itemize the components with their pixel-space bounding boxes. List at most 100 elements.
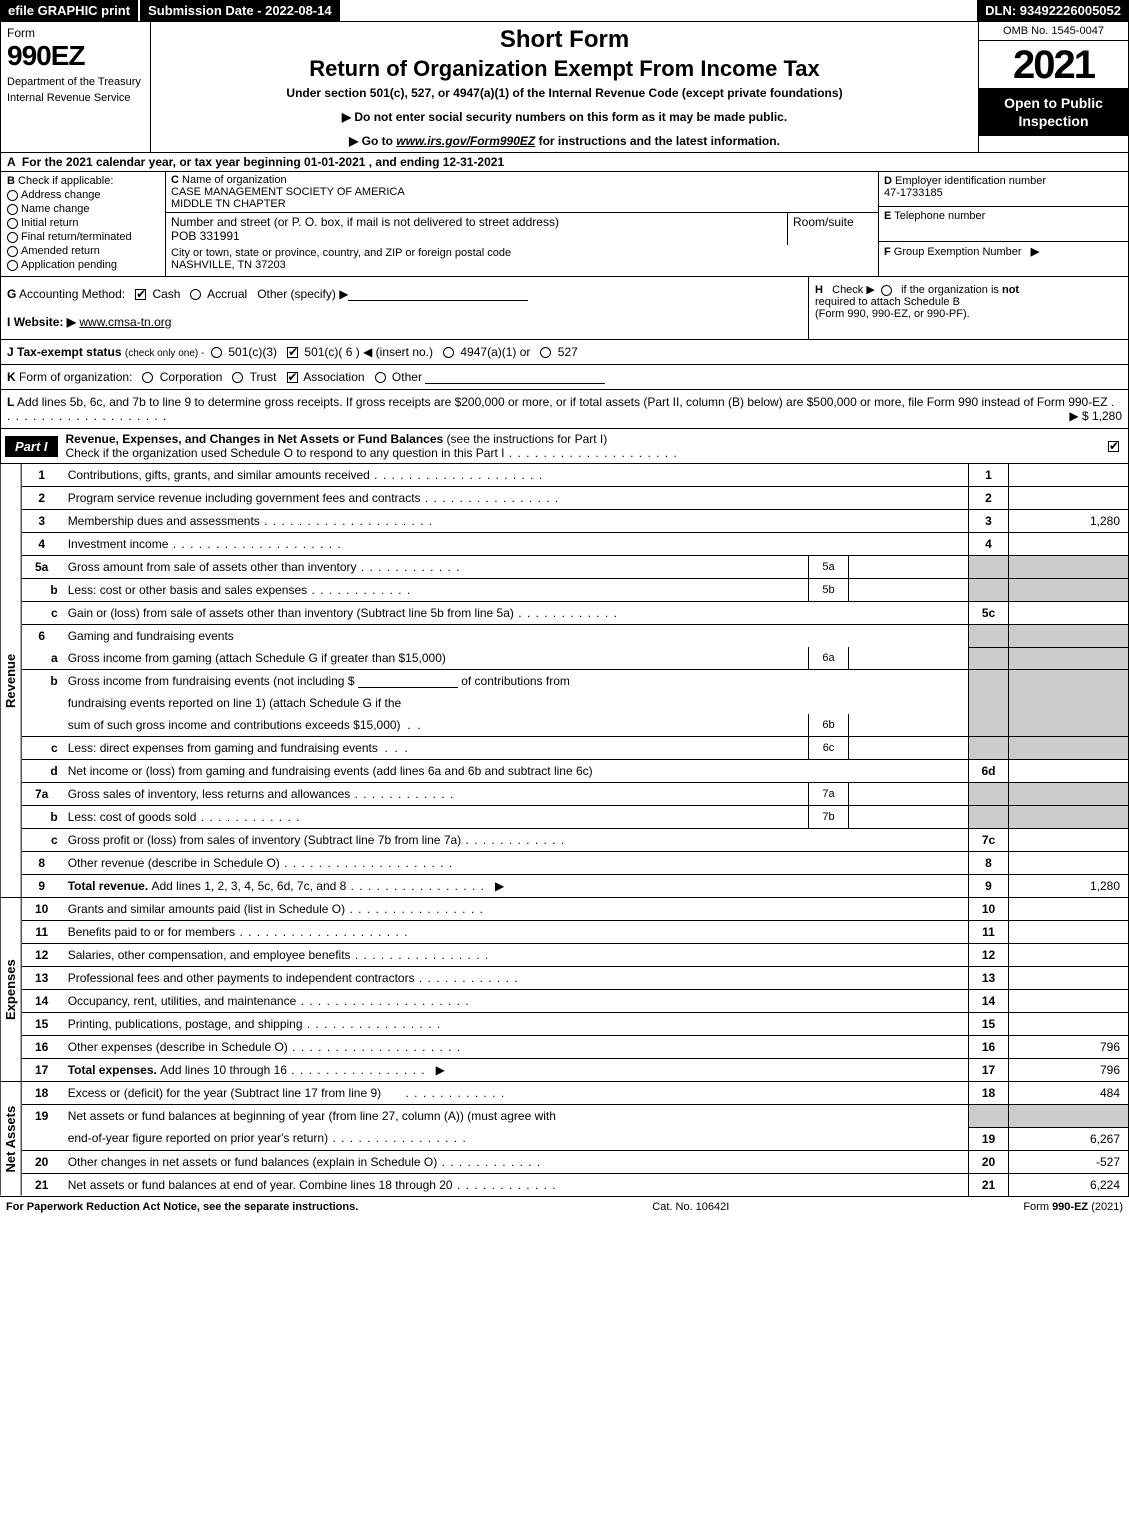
line-13-desc: Professional fees and other payments to … — [68, 971, 519, 985]
line-8-no: 8 — [22, 852, 62, 875]
line-9-amt: 1,280 — [1009, 875, 1129, 898]
line-11-col: 11 — [969, 921, 1009, 944]
line-7b-mc: 7b — [809, 806, 849, 829]
line-10-desc: Grants and similar amounts paid (list in… — [68, 902, 484, 916]
submission-date-btn[interactable]: Submission Date - 2022-08-14 — [140, 0, 342, 21]
chk-accrual[interactable] — [190, 289, 201, 300]
line-5a-mc: 5a — [809, 556, 849, 579]
chk-association[interactable] — [287, 372, 298, 383]
lbl-address-change: Address change — [21, 189, 101, 201]
label-d: D — [884, 175, 892, 187]
line-17-desc: Total expenses. — [68, 1063, 160, 1077]
line-7c-amt — [1009, 829, 1129, 852]
other-specify-line — [348, 287, 528, 301]
line-7a-mv — [849, 783, 969, 806]
lbl-cash: Cash — [152, 287, 180, 301]
line-19-amt: 6,267 — [1009, 1127, 1129, 1150]
h-not: not — [1002, 284, 1019, 296]
line-6c-desc: Less: direct expenses from gaming and fu… — [68, 741, 378, 755]
label-f: F — [884, 246, 891, 258]
bullet-ssn: ▶ Do not enter social security numbers o… — [157, 110, 972, 124]
chk-527[interactable] — [540, 347, 551, 358]
line-5c-no: c — [22, 602, 62, 625]
line-5a-desc: Gross amount from sale of assets other t… — [68, 560, 461, 574]
line-6b-d1: Gross income from fundraising events (no… — [68, 674, 355, 688]
section-net-assets: Net Assets 18 Excess or (deficit) for th… — [0, 1082, 1129, 1197]
vlabel-expenses: Expenses — [0, 898, 22, 1081]
chk-final-return[interactable] — [7, 232, 18, 243]
chk-trust[interactable] — [232, 372, 243, 383]
line-5a-amt — [1009, 556, 1129, 579]
l-amount: ▶ $ 1,280 — [1069, 409, 1122, 423]
f-arrow: ▶ — [1031, 246, 1039, 258]
header-center: Short Form Return of Organization Exempt… — [151, 22, 978, 152]
line-18-desc: Excess or (deficit) for the year (Subtra… — [68, 1086, 381, 1100]
label-c: C — [171, 174, 179, 186]
line-6-desc: Gaming and fundraising events — [62, 625, 969, 648]
block-b-through-f: B Check if applicable: Address change Na… — [0, 172, 1129, 277]
room-lbl: Room/suite — [793, 215, 854, 229]
chk-initial-return[interactable] — [7, 218, 18, 229]
label-l-txt: Add lines 5b, 6c, and 7b to line 9 to de… — [17, 395, 1108, 409]
part-1-header: Part I Revenue, Expenses, and Changes in… — [0, 429, 1129, 464]
revenue-table: 1 Contributions, gifts, grants, and simi… — [22, 464, 1129, 897]
line-5a-col — [969, 556, 1009, 579]
omb-number: OMB No. 1545-0047 — [979, 22, 1128, 41]
line-6a-mv — [849, 647, 969, 670]
label-c-txt: Name of organization — [182, 174, 287, 186]
chk-other-org[interactable] — [375, 372, 386, 383]
line-6c-mv — [849, 737, 969, 760]
line-17-amt: 796 — [1009, 1059, 1129, 1082]
title-short-form: Short Form — [157, 26, 972, 54]
label-e: E — [884, 210, 891, 222]
line-2: 2 Program service revenue including gove… — [22, 487, 1129, 510]
line-4: 4 Investment income 4 — [22, 533, 1129, 556]
line-21-col: 21 — [969, 1173, 1009, 1196]
label-i: I — [7, 315, 10, 329]
lbl-initial-return: Initial return — [21, 217, 78, 229]
line-18: 18 Excess or (deficit) for the year (Sub… — [22, 1082, 1129, 1105]
line-8-amt — [1009, 852, 1129, 875]
line-6b2-col — [969, 692, 1009, 714]
expenses-table: 10 Grants and similar amounts paid (list… — [22, 898, 1129, 1081]
goto-pre: ▶ Go to — [349, 134, 396, 148]
line-5c-desc: Gain or (loss) from sale of assets other… — [68, 606, 618, 620]
chk-schedule-b-not-required[interactable] — [881, 285, 892, 296]
top-bar: efile GRAPHIC print Submission Date - 20… — [0, 0, 1129, 22]
chk-4947a1[interactable] — [443, 347, 454, 358]
chk-schedule-o-used[interactable] — [1108, 441, 1119, 452]
line-2-amt — [1009, 487, 1129, 510]
irs-link[interactable]: www.irs.gov/Form990EZ — [396, 134, 535, 148]
line-6b-no: b — [22, 670, 62, 693]
chk-address-change[interactable] — [7, 190, 18, 201]
line-12-col: 12 — [969, 944, 1009, 967]
part-1-title-bold: Revenue, Expenses, and Changes in Net As… — [66, 432, 447, 446]
line-2-no: 2 — [22, 487, 62, 510]
footer-left: For Paperwork Reduction Act Notice, see … — [6, 1201, 358, 1213]
line-6d-desc: Net income or (loss) from gaming and fun… — [62, 760, 969, 783]
line-12-amt — [1009, 944, 1129, 967]
line-6b-d3: fundraising events reported on line 1) (… — [62, 692, 969, 714]
chk-application-pending[interactable] — [7, 260, 18, 271]
chk-cash[interactable] — [135, 289, 146, 300]
line-5a: 5a Gross amount from sale of assets othe… — [22, 556, 1129, 579]
line-7a-no: 7a — [22, 783, 62, 806]
chk-corporation[interactable] — [142, 372, 153, 383]
chk-name-change[interactable] — [7, 204, 18, 215]
efile-print-btn[interactable]: efile GRAPHIC print — [0, 0, 140, 21]
line-6b-d4: sum of such gross income and contributio… — [68, 718, 401, 732]
lbl-name-change: Name change — [21, 203, 90, 215]
line-6d-no: d — [22, 760, 62, 783]
chk-amended-return[interactable] — [7, 246, 18, 257]
line-6b2-amt — [1009, 692, 1129, 714]
line-6b2-no — [22, 692, 62, 714]
footer-right-bold: 990-EZ — [1052, 1201, 1088, 1213]
line-18-dots — [401, 1086, 505, 1100]
chk-501c3[interactable] — [211, 347, 222, 358]
line-4-amt — [1009, 533, 1129, 556]
line-14: 14 Occupancy, rent, utilities, and maint… — [22, 990, 1129, 1013]
lbl-other-org: Other — [392, 370, 422, 384]
line-3-desc: Membership dues and assessments — [68, 514, 433, 528]
website-url[interactable]: www.cmsa-tn.org — [79, 315, 171, 329]
chk-501c[interactable] — [287, 347, 298, 358]
